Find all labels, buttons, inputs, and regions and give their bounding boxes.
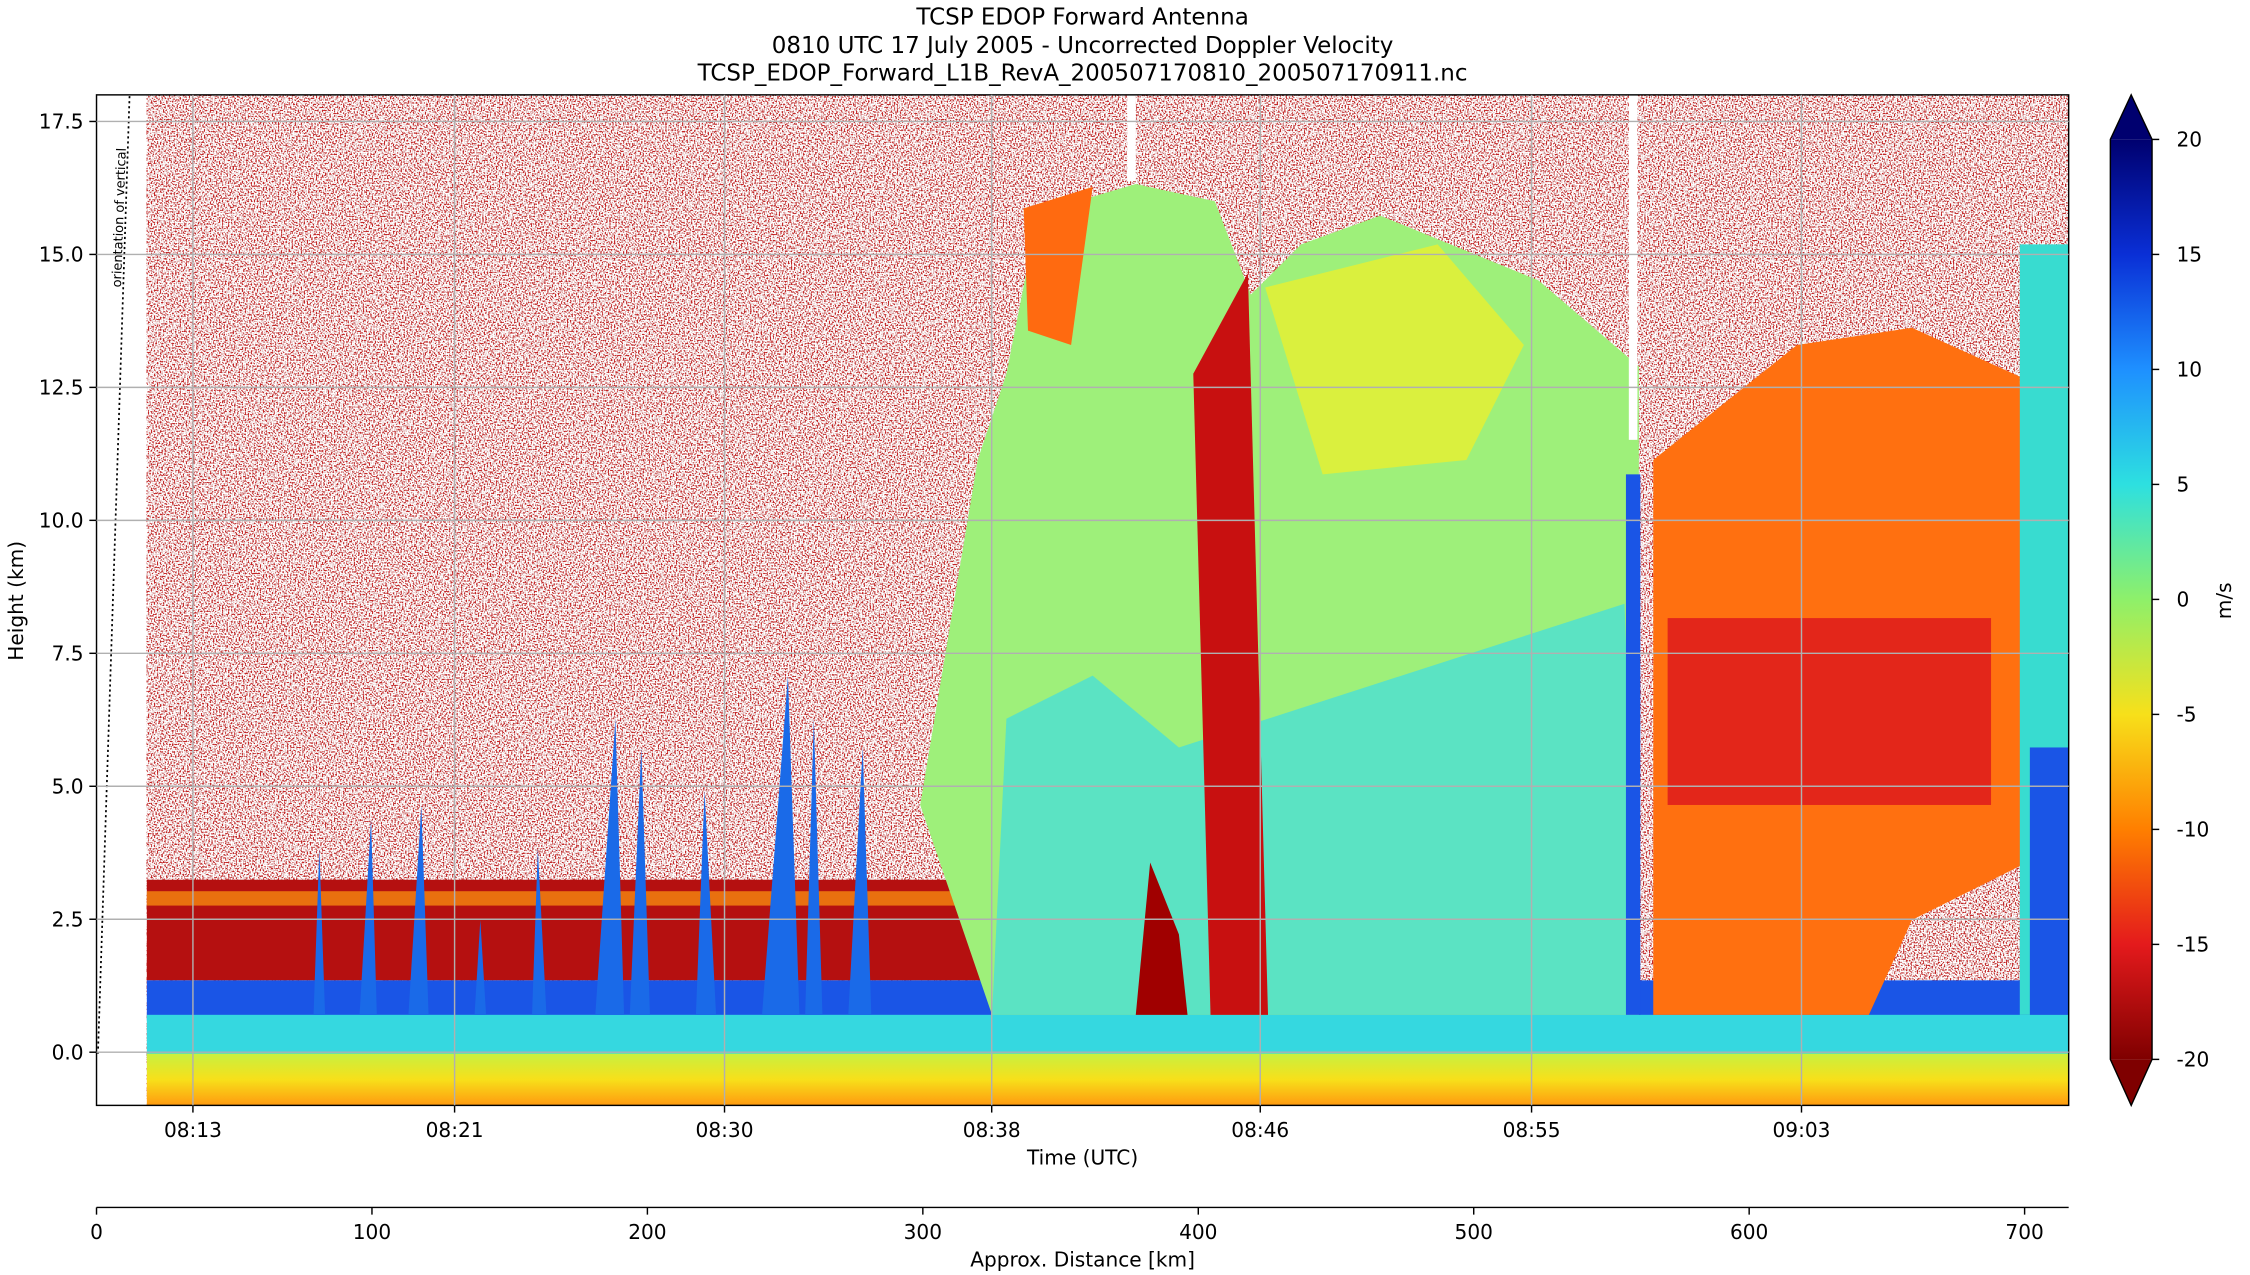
- red-column: [1193, 273, 1269, 1015]
- gap: [1127, 94, 1136, 182]
- x2-axis-label: Approx. Distance [km]: [970, 1247, 1195, 1271]
- red-column-low: [1135, 862, 1188, 1015]
- surface: [146, 1014, 2069, 1056]
- radar-field: [146, 94, 2069, 1106]
- x2-tick-label: 100: [353, 1220, 391, 1244]
- colorbar-tick-label: 15: [2176, 243, 2202, 267]
- x2-tick-label: 500: [1455, 1220, 1493, 1244]
- colorbar-tick-label: -5: [2176, 703, 2196, 727]
- y-tick-label: 5.0: [52, 774, 84, 798]
- x2-tick-label: 300: [904, 1220, 942, 1244]
- x-tick-label: 08:46: [1231, 1118, 1289, 1142]
- y-tick-label: 10.0: [39, 509, 84, 533]
- title: 0810 UTC 17 July 2005 - Uncorrected Dopp…: [772, 33, 1394, 59]
- y-tick-label: 17.5: [39, 110, 84, 134]
- colorbar-tick-label: -20: [2176, 1048, 2209, 1072]
- colorbar-tick-label: -10: [2176, 818, 2209, 842]
- x-tick-label: 08:13: [164, 1118, 222, 1142]
- colorbar-label: m/s: [2212, 582, 2236, 619]
- storm-top: [1265, 244, 1524, 475]
- x-tick-label: 08:55: [1503, 1118, 1561, 1142]
- y-tick-label: 12.5: [39, 376, 84, 400]
- x-tick-label: 08:38: [963, 1118, 1021, 1142]
- x2-tick-label: 400: [1179, 1220, 1217, 1244]
- y-tick-label: 2.5: [52, 907, 84, 931]
- below-surface: [146, 1053, 2069, 1106]
- stratiform-core: [1667, 618, 1992, 805]
- colorbar-extend-top: [2110, 94, 2153, 140]
- colorbar-tick-label: 5: [2176, 473, 2189, 497]
- colorbar-tick-label: -15: [2176, 933, 2209, 957]
- blue-line: [1625, 474, 1641, 1015]
- anvil-red: [1023, 186, 1093, 345]
- annotation: orientation of vertical: [110, 148, 130, 288]
- colorbar-tick-label: 10: [2176, 358, 2202, 382]
- x-tick-label: 09:03: [1773, 1118, 1831, 1142]
- colorbar-tick-label: 0: [2176, 588, 2189, 612]
- x2-tick-label: 200: [628, 1220, 666, 1244]
- y-tick-label: 15.0: [39, 243, 84, 267]
- colorbar-tick-label: 20: [2176, 128, 2202, 152]
- x-tick-label: 08:30: [696, 1118, 754, 1142]
- colorbar: [2110, 139, 2153, 1060]
- x-tick-label: 08:21: [426, 1118, 484, 1142]
- vertical-line: [97, 94, 131, 1054]
- plot-frame: [95, 94, 2070, 1107]
- title: TCSP_EDOP_Forward_L1B_RevA_200507170810_…: [697, 60, 1468, 86]
- y-tick-label: 0.0: [52, 1040, 84, 1064]
- x2-tick-label: 0: [90, 1220, 103, 1244]
- right-strip-blue: [2029, 747, 2069, 1015]
- y-tick-label: 7.5: [52, 641, 84, 665]
- convective-cells: [313, 675, 872, 1015]
- gap: [1628, 94, 1638, 440]
- colorbar-extend-bottom: [2110, 1059, 2153, 1106]
- x-axis-label: Time (UTC): [1026, 1145, 1138, 1169]
- title: TCSP EDOP Forward Antenna: [915, 4, 1248, 30]
- x2-tick-label: 700: [2005, 1220, 2043, 1244]
- x2-tick-label: 600: [1730, 1220, 1768, 1244]
- y-axis-label: Height (km): [4, 541, 28, 661]
